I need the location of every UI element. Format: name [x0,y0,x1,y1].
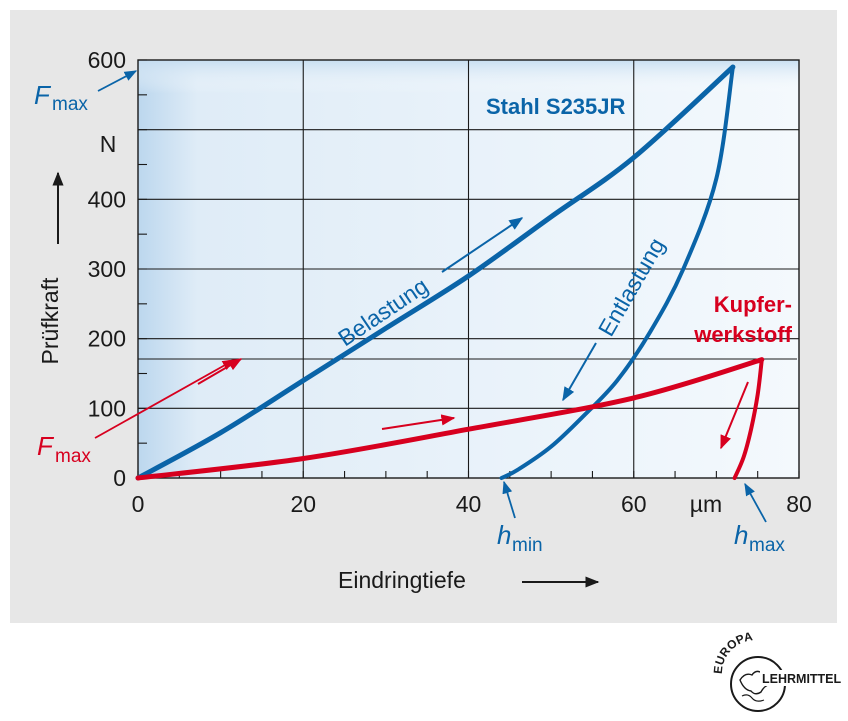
hmin-arrow [502,480,516,519]
svg-text:h: h [497,520,511,550]
grid [138,60,799,478]
x-tick-label: 80 [786,491,812,517]
loading-direction-arrow [441,217,524,273]
x-tick-label: 0 [132,491,145,517]
svg-text:h: h [734,520,748,550]
plot-frame [137,59,800,479]
x-tick-label: 60 [621,491,647,517]
copper-unloading-arrow [720,381,749,450]
hmax-label: h max [734,520,785,556]
x-tick-labels: 0 20 40 60 80 [132,491,812,517]
logo-side-text: LEHRMITTEL [762,672,842,686]
x-tick-label: 20 [290,491,316,517]
y-unit: N [100,131,117,157]
copper-loading-curve [135,357,765,481]
svg-text:max: max [55,446,91,467]
svg-text:F: F [34,80,52,110]
y-tick-label: 0 [113,465,126,491]
steel-loading-curve [135,64,736,481]
y-tick-label: 100 [88,395,126,421]
europa-lehrmittel-logo: EUROPA LEHRMITTEL [711,630,846,712]
y-tick-label: 300 [88,256,126,282]
svg-text:max: max [749,535,785,556]
logo-top-text: EUROPA [711,630,754,674]
y-axis-label: Prüfkraft [37,277,63,365]
y-tick-label: 200 [88,326,126,352]
y-tick-label: 600 [88,47,126,73]
steel-fmax-arrow [97,70,138,92]
copper-fmax-arrow [94,359,236,439]
x-axis-label: Eindringtiefe [338,567,466,593]
copper-unloading-curve [732,357,764,480]
hmin-label: h min [497,520,543,556]
copper-label-line1: Kupfer- [714,292,792,317]
y-tick-labels: 0 100 200 300 400 600 [88,47,126,491]
copper-label-line2: werkstoff [693,322,792,347]
steel-unloading-curve [499,65,735,480]
svg-text:F: F [37,431,55,461]
unloading-direction-arrow [562,342,597,402]
hmax-arrow [744,482,767,523]
copper-loading-arrow-2 [381,414,456,430]
x-tick-label: 40 [456,491,482,517]
x-unit: µm [690,491,722,517]
svg-text:min: min [512,535,543,556]
y-tick-label: 400 [88,186,126,212]
steel-fmax-label: F max [34,80,88,115]
svg-text:max: max [52,94,88,115]
copper-fmax-label: F max [37,431,91,467]
steel-series-label: Stahl S235JR [486,94,626,119]
